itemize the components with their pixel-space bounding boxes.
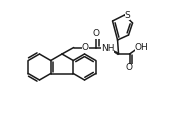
Polygon shape bbox=[108, 47, 119, 55]
Text: O: O bbox=[126, 63, 133, 72]
Text: S: S bbox=[125, 10, 130, 20]
Text: NH: NH bbox=[101, 44, 114, 53]
Text: O: O bbox=[93, 30, 100, 39]
Text: OH: OH bbox=[135, 43, 149, 52]
Text: O: O bbox=[82, 43, 89, 52]
